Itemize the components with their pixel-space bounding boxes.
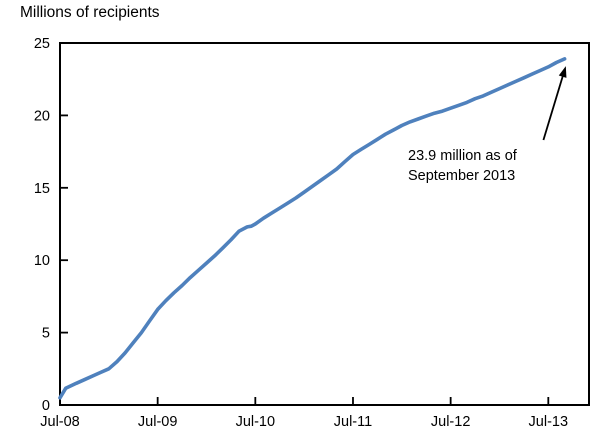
annotation-arrowhead — [558, 66, 567, 78]
annotation-line-1: 23.9 million as of — [408, 148, 517, 164]
plot-border — [59, 42, 590, 406]
recipients-line — [58, 57, 567, 400]
y-tick-label: 0 — [42, 398, 50, 414]
annotation-line-2: September 2013 — [408, 168, 516, 184]
y-tick-label: 25 — [34, 36, 50, 52]
x-tick-label: Jul-08 — [40, 414, 80, 430]
x-tick-label: Jul-10 — [236, 414, 276, 430]
annotation-arrow — [542, 74, 565, 141]
y-tick-label: 5 — [42, 326, 50, 342]
chart-title: Millions of recipients — [20, 4, 160, 21]
y-tick-label: 15 — [34, 181, 50, 197]
y-tick-label: 10 — [34, 253, 50, 269]
y-tick-label: 20 — [34, 108, 50, 124]
x-tick-label: Jul-13 — [529, 414, 569, 430]
annotation-text: 23.9 million as of September 2013 — [408, 146, 517, 186]
x-tick-label: Jul-09 — [138, 414, 178, 430]
x-tick-label: Jul-11 — [334, 414, 372, 430]
x-tick-label: Jul-12 — [431, 414, 471, 430]
